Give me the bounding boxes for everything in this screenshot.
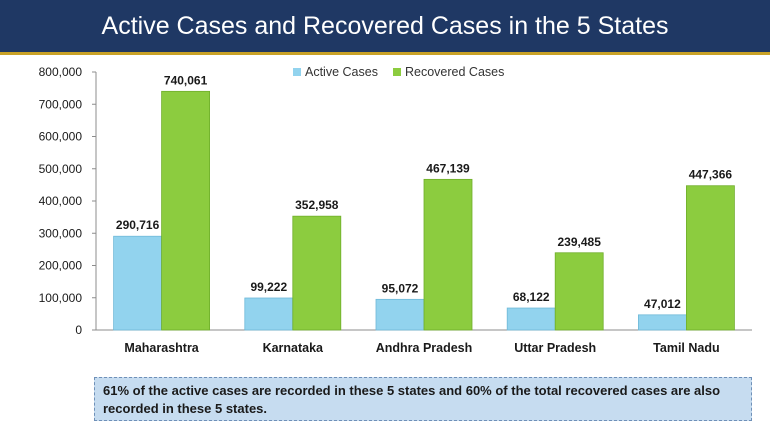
bar-recovered-cases	[423, 178, 473, 331]
legend-swatch-recovered	[393, 68, 401, 76]
bar-recovered-cases	[292, 215, 342, 331]
bar-chart: 0 100,000 200,000 300,000 400,000 500,000 600,…	[39, 65, 752, 355]
data-label: 95,072	[382, 281, 419, 295]
x-category-label: Tamil Nadu	[653, 341, 719, 355]
data-label: 68,122	[513, 290, 550, 304]
y-tick-label: 700,000	[39, 97, 83, 111]
y-tick-label: 300,000	[39, 226, 83, 240]
y-tick-label: 600,000	[39, 130, 83, 144]
y-tick-label: 0	[75, 323, 82, 337]
bar-recovered-cases	[161, 90, 211, 331]
y-tick-label: 100,000	[39, 291, 83, 305]
legend-label: Recovered Cases	[405, 65, 504, 79]
legend-label: Active Cases	[305, 65, 378, 79]
data-label: 467,139	[426, 161, 470, 175]
x-category-label: Karnataka	[263, 341, 324, 355]
y-tick-label: 800,000	[39, 65, 83, 79]
bar-active-cases	[375, 298, 425, 331]
data-label: 99,222	[250, 280, 287, 294]
bar-active-cases	[244, 297, 294, 331]
bar-recovered-cases	[686, 185, 735, 331]
title-banner: Active Cases and Recovered Cases in the …	[0, 0, 770, 55]
page-title: Active Cases and Recovered Cases in the …	[101, 11, 669, 40]
y-tick-label: 200,000	[39, 259, 83, 273]
summary-note-text: 61% of the active cases are recorded in …	[103, 383, 721, 416]
x-category-label: Uttar Pradesh	[514, 341, 596, 355]
y-tick-label: 400,000	[39, 194, 83, 208]
x-category-label: Maharashtra	[124, 341, 199, 355]
bar-recovered-cases	[554, 252, 604, 331]
data-label: 352,958	[295, 198, 339, 212]
data-label: 290,716	[116, 218, 160, 232]
y-tick-label: 500,000	[39, 162, 83, 176]
summary-note: 61% of the active cases are recorded in …	[94, 377, 752, 421]
bar-active-cases	[638, 314, 687, 331]
data-label: 740,061	[164, 73, 208, 87]
bar-active-cases	[506, 307, 556, 331]
data-label: 447,366	[689, 168, 733, 182]
legend-swatch-active	[293, 68, 301, 76]
x-category-label: Andhra Pradesh	[376, 341, 473, 355]
bar-active-cases	[113, 235, 162, 331]
data-label: 47,012	[644, 297, 681, 311]
data-label: 239,485	[558, 235, 602, 249]
